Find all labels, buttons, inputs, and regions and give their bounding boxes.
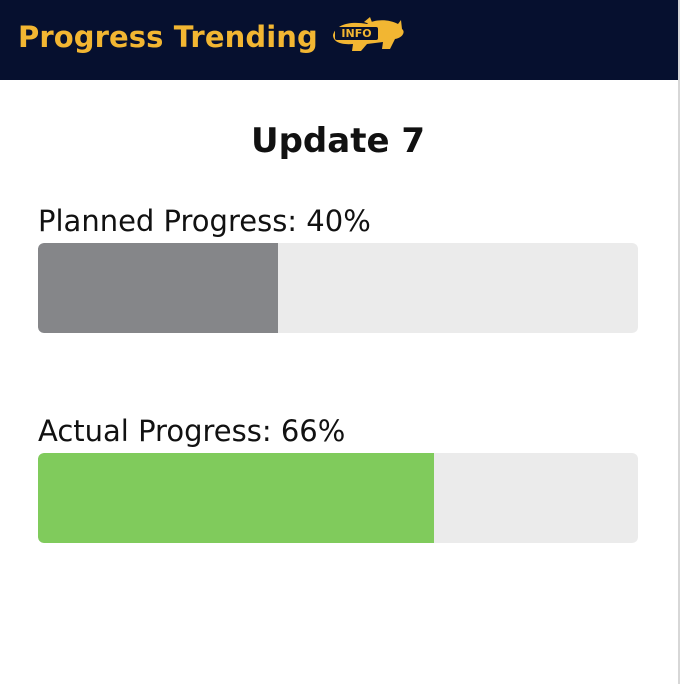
update-title: Update 7 <box>250 121 426 161</box>
actual-progress-label: Actual Progress: 66% <box>38 414 346 448</box>
planned-progress-fill <box>38 243 278 333</box>
widget-title: Progress Trending <box>18 19 318 54</box>
planned-progress-label: Planned Progress: 40% <box>38 204 371 238</box>
actual-progress-track <box>38 453 638 543</box>
actual-progress-fill <box>38 453 434 543</box>
planned-progress-track <box>38 243 638 333</box>
widget-header: Progress Trending INFO <box>0 0 678 80</box>
info-icon-label: INFO <box>341 27 371 40</box>
rhino-info-icon[interactable]: INFO <box>328 17 404 53</box>
